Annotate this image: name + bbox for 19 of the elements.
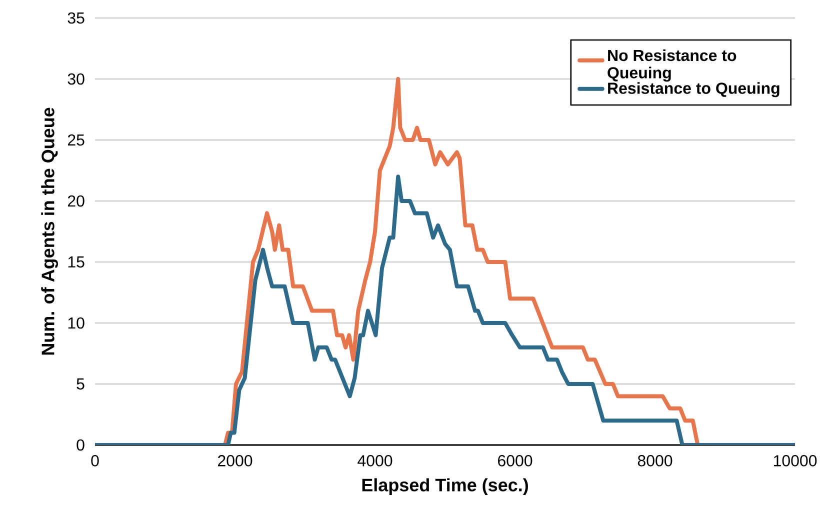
x-tick-label: 2000	[218, 455, 252, 466]
y-tick-label: 20	[68, 195, 84, 207]
y-tick-label: 30	[68, 73, 84, 85]
line-series	[95, 174, 796, 445]
y-tick-label: 25	[68, 134, 84, 146]
x-tick-label: 10000	[774, 455, 817, 466]
x-tick-label: 0	[91, 455, 99, 466]
x-tick-label: 6000	[498, 455, 532, 466]
y-tick-label: 5	[76, 378, 84, 390]
y-tick-label: 0	[76, 439, 84, 451]
x-tick-label: 4000	[358, 455, 392, 466]
x-axis-title: Elapsed Time (sec.)	[362, 478, 528, 495]
legend-label: No Resistance to Queuing	[608, 49, 736, 82]
y-tick-label: 35	[68, 12, 84, 24]
y-axis-title: Num. of Agents in the Queue	[41, 108, 58, 355]
x-tick-label: 8000	[638, 455, 672, 466]
y-tick-label: 10	[68, 317, 84, 329]
y-tick-label: 15	[68, 256, 84, 268]
legend-label: Resistance to Queuing	[608, 82, 780, 98]
